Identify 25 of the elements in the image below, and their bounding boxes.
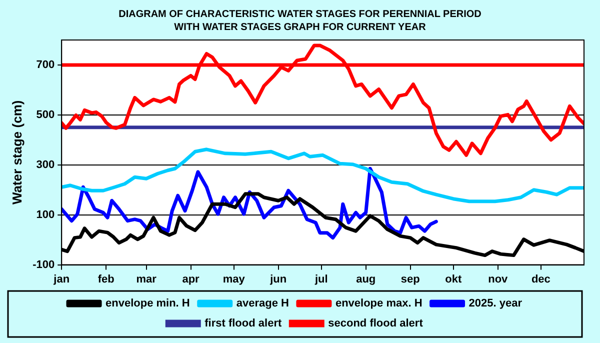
x-tick-label: nov	[488, 273, 509, 286]
x-tick-label: aug	[356, 273, 376, 286]
legend-label: envelope min. H	[106, 298, 190, 310]
x-tick-label: jun	[269, 273, 287, 286]
y-tick-label: 300	[36, 158, 55, 171]
x-tick-label: sep	[400, 273, 420, 286]
legend-label: 2025. year	[468, 298, 523, 310]
x-tick-label: jan	[52, 273, 70, 286]
x-tick-label: mar	[136, 273, 158, 286]
legend-label: average H	[236, 298, 290, 310]
x-tick-label: okt	[445, 273, 462, 286]
legend-label: envelope max. H	[335, 298, 422, 310]
y-axis-title: Water stage (cm)	[9, 100, 24, 205]
chart-title: DIAGRAM OF CHARACTERISTIC WATER STAGES FOR PERENNIAL PERIOD WITH WATER STAGES GRAPH FOR CURRENT YEAR	[118, 8, 482, 34]
x-tick-label: may	[222, 273, 246, 286]
y-tick-label: 100	[36, 208, 55, 221]
y-tick-label: -100	[32, 258, 55, 271]
y-tick-label: 700	[36, 59, 55, 72]
x-tick-label: feb	[98, 273, 115, 286]
legend-label: second flood alert	[328, 318, 424, 330]
x-tick-label: jul	[314, 273, 328, 286]
legend-label: first flood alert	[204, 318, 282, 330]
y-tick-label: 500	[36, 108, 55, 121]
x-tick-label: apr	[182, 273, 200, 286]
x-tick-label: dec	[531, 273, 550, 286]
